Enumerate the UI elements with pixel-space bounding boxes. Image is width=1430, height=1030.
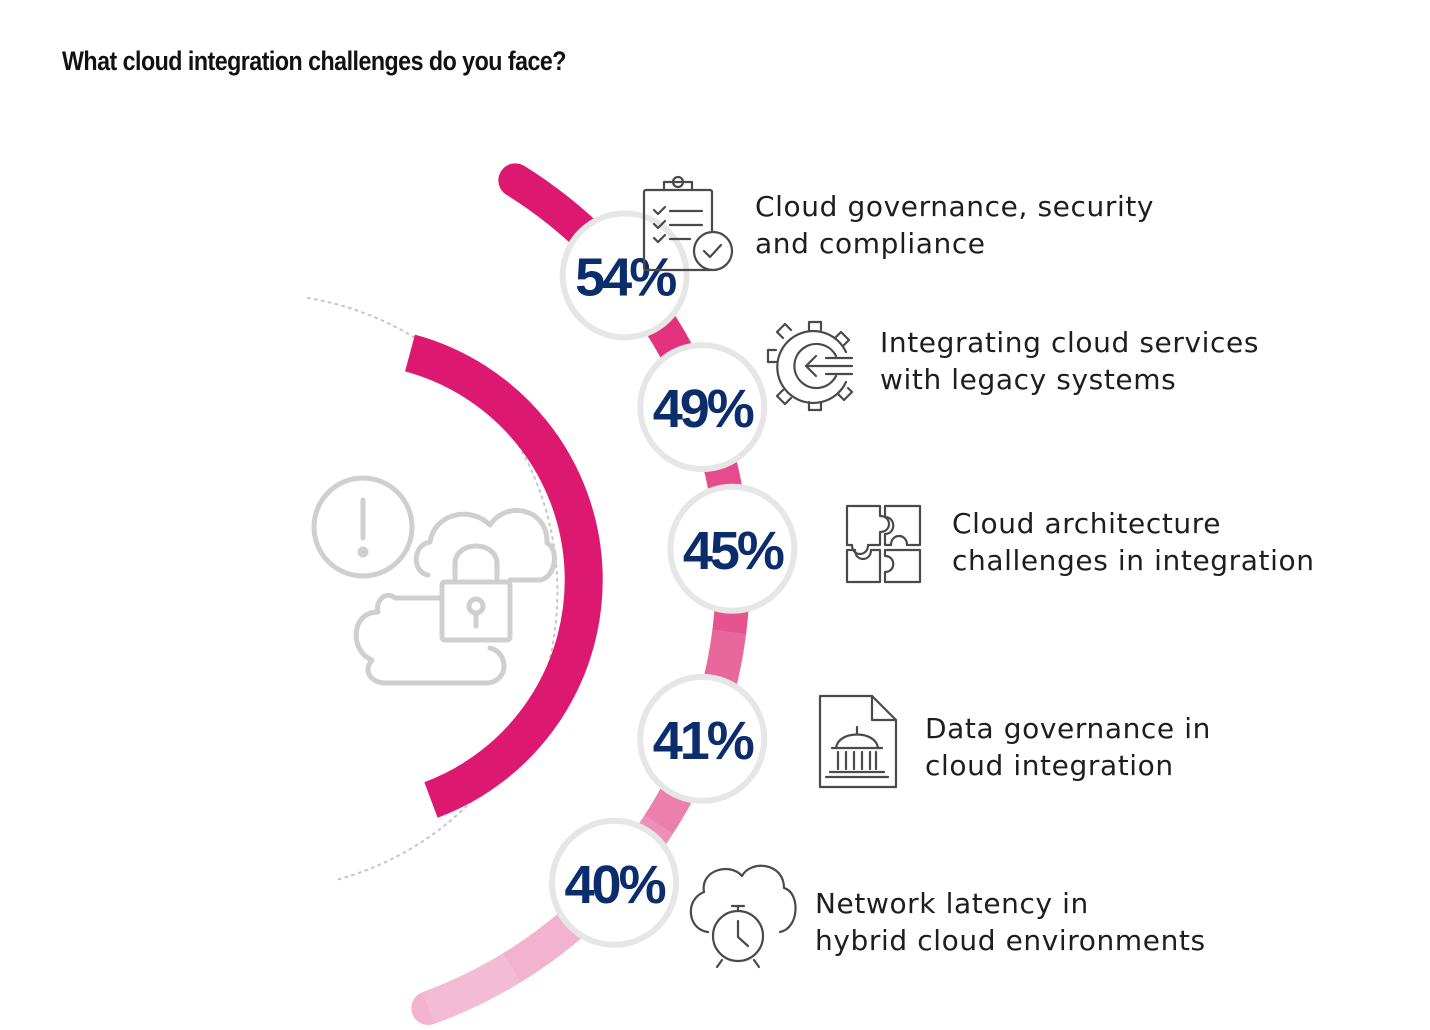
category-label-line: cloud integration: [925, 749, 1174, 782]
cloud-lock-alert-icon: [311, 475, 557, 686]
category-label-line: Data governance in: [925, 712, 1211, 745]
arc-segment-shade: [422, 953, 521, 1025]
category-label: Cloud governance, security and compliance: [755, 188, 1154, 262]
value-badge: 40%: [549, 817, 680, 948]
category-label: Integrating cloud services with legacy sy…: [880, 324, 1259, 398]
category-label-line: Cloud architecture: [952, 507, 1222, 540]
category-label-line: hybrid cloud environments: [815, 924, 1206, 957]
value-badge: 54%: [559, 210, 690, 341]
category-label: Data governance in cloud integration: [925, 710, 1211, 784]
value-badge: 41%: [637, 673, 768, 804]
category-label-line: and compliance: [755, 227, 986, 260]
badge-circle: [637, 342, 768, 473]
badge-circle: [559, 210, 690, 341]
document-building-icon: [818, 694, 898, 789]
gear-arrow-icon: [766, 320, 854, 412]
page-title: What cloud integration challenges do you…: [62, 46, 566, 76]
category-label-line: Network latency in: [815, 887, 1089, 920]
category-label-line: Cloud governance, security: [755, 190, 1155, 223]
value-badge: 49%: [637, 342, 768, 473]
value-label: 54%: [575, 247, 676, 307]
cloud-stopwatch-icon: [689, 864, 797, 969]
clipboard-check-icon: [642, 175, 734, 272]
puzzle-icon: [845, 504, 922, 584]
badge-circle: [667, 483, 798, 614]
category-label-line: with legacy systems: [880, 363, 1177, 396]
category-label: Cloud architecture challenges in integrat…: [952, 505, 1315, 579]
badge-circle: [549, 817, 680, 948]
value-label: 49%: [653, 379, 754, 439]
value-badge: 45%: [667, 483, 798, 614]
inner-accent-arc: [405, 334, 603, 818]
value-label: 40%: [565, 855, 666, 915]
category-label-line: Integrating cloud services: [880, 326, 1260, 359]
category-label-line: challenges in integration: [952, 544, 1315, 577]
category-label: Network latency in hybrid cloud environme…: [815, 885, 1206, 959]
value-label: 45%: [683, 521, 784, 581]
value-label: 41%: [653, 711, 754, 771]
badge-circle: [637, 673, 768, 804]
